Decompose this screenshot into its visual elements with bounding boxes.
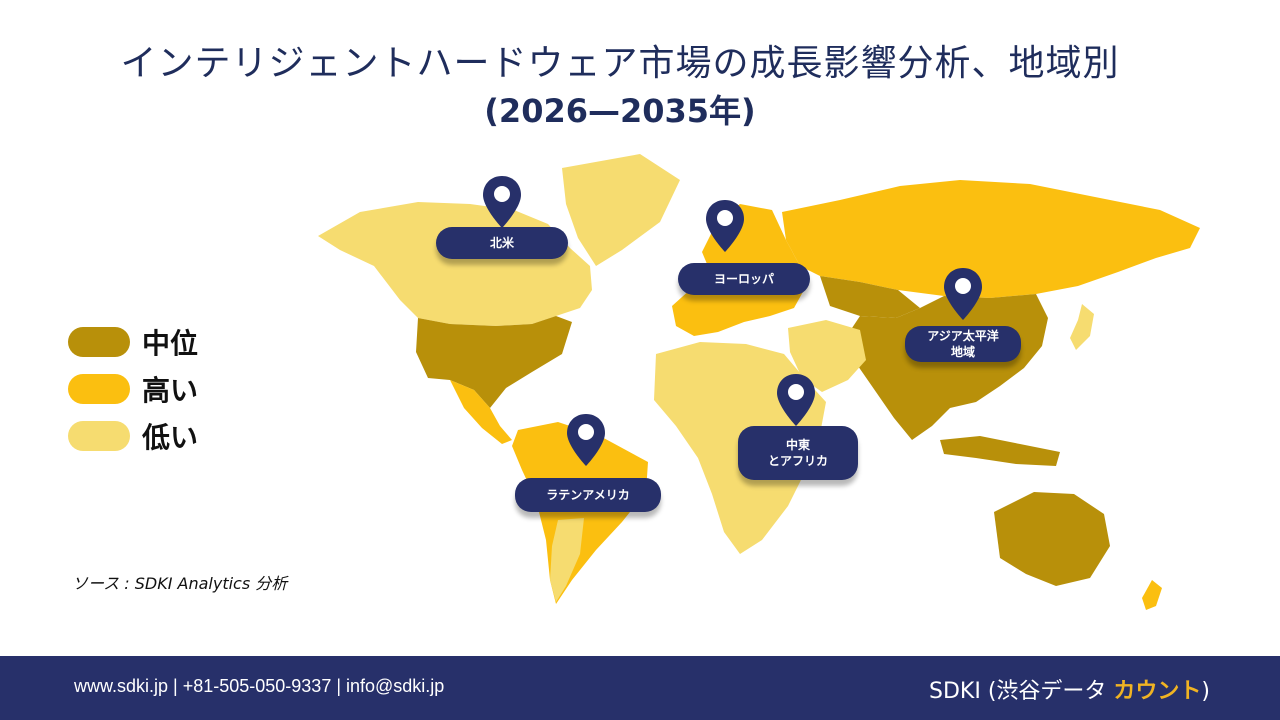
region-label-line2: とアフリカ xyxy=(767,454,828,468)
legend-label: 中位 xyxy=(142,326,199,360)
greenland xyxy=(562,154,680,266)
region-label-line2: 地域 xyxy=(950,345,975,359)
united-states xyxy=(416,316,572,408)
argentina xyxy=(550,518,584,602)
southeast-asia-islands xyxy=(940,436,1060,466)
new-zealand xyxy=(1142,580,1162,610)
japan xyxy=(1070,304,1094,350)
source-note: ソース : SDKI Analytics 分析 xyxy=(72,574,288,593)
legend-swatch xyxy=(68,326,130,357)
map-pin-icon xyxy=(706,200,744,252)
footer-bar: www.sdki.jp | +81-505-050-9337 | info@sd… xyxy=(0,656,1280,720)
region-label-middle-east-africa: 中東 とアフリカ xyxy=(738,426,858,480)
brand-accent: カウント xyxy=(1113,679,1202,704)
page-subtitle: (2026—2035年) xyxy=(484,92,756,130)
page-title: インテリジェントハードウェア市場の成長影響分析、地域別 xyxy=(120,43,1120,84)
legend-label: 高い xyxy=(142,373,199,407)
legend-item-high: 高い xyxy=(68,365,198,412)
footer-contact: www.sdki.jp | +81-505-050-9337 | info@sd… xyxy=(74,676,445,696)
canada xyxy=(318,202,592,326)
region-label-text: ヨーロッパ xyxy=(713,271,774,286)
legend-swatch xyxy=(68,420,130,451)
map-pin-icon xyxy=(483,176,521,228)
central-asia xyxy=(820,276,920,318)
australia xyxy=(994,492,1110,586)
legend-label: 低い xyxy=(142,420,199,454)
footer-brand: SDKI (渋谷データ カウント) xyxy=(929,673,1210,705)
world-map xyxy=(318,154,1200,610)
south-america xyxy=(512,422,648,604)
mexico xyxy=(450,380,512,444)
map-pin-icon xyxy=(777,374,815,426)
region-label-line1: アジア太平洋 xyxy=(927,328,999,343)
map-pin-icon xyxy=(567,414,605,466)
region-label-line1: 中東 xyxy=(785,437,810,452)
region-label-latin-america: ラテンアメリカ xyxy=(515,478,661,512)
region-label-north-america: 北米 xyxy=(436,227,568,259)
russia xyxy=(782,180,1200,298)
legend-swatch xyxy=(68,373,130,404)
region-label-asia-pacific: アジア太平洋 地域 xyxy=(905,326,1021,362)
map-pin-icon xyxy=(944,268,982,320)
region-label-text: 北米 xyxy=(489,235,514,250)
region-label-text: ラテンアメリカ xyxy=(546,487,630,502)
brand-close: ) xyxy=(1201,679,1210,704)
region-label-europe: ヨーロッパ xyxy=(678,263,810,295)
brand-main: SDKI (渋谷データ xyxy=(929,679,1114,704)
legend-item-low: 低い xyxy=(68,412,198,459)
legend: 中位 高い 低い xyxy=(68,318,198,459)
legend-item-medium: 中位 xyxy=(68,318,198,365)
middle-east xyxy=(788,320,866,392)
